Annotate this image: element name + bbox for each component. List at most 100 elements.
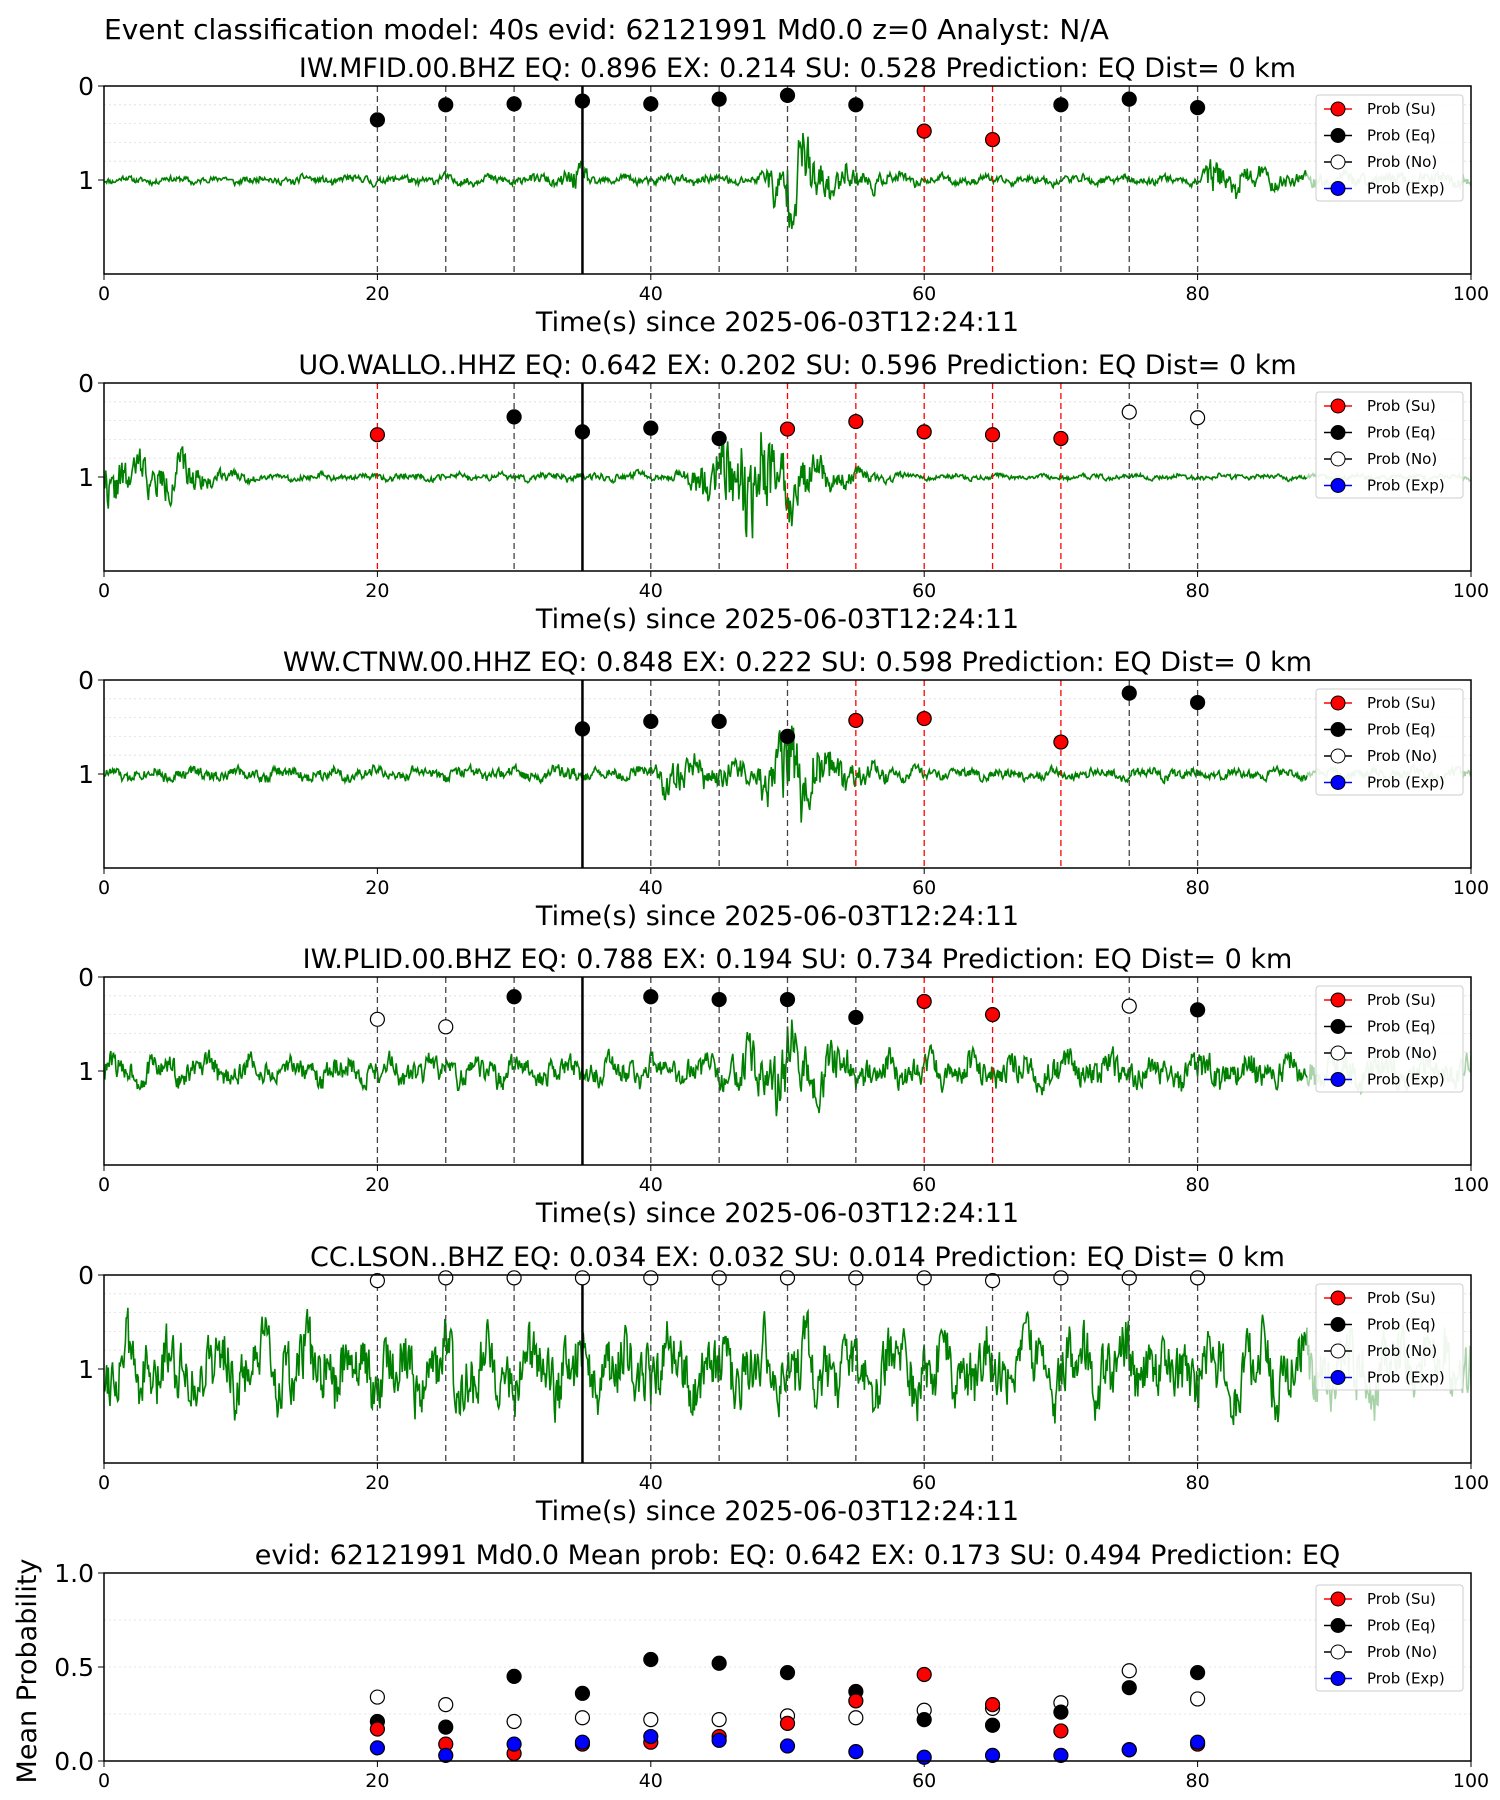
x-tick-label: 100 bbox=[1453, 1472, 1489, 1494]
x-axis-label: Time(s) since 2025-06-03T12:24:11 bbox=[535, 1496, 1019, 1527]
panel-title: evid: 62121991 Md0.0 Mean prob: EQ: 0.64… bbox=[255, 1540, 1341, 1571]
legend-label-eq: Prob (Eq) bbox=[1367, 1617, 1436, 1635]
x-tick-label: 80 bbox=[1186, 877, 1210, 899]
mean-prob-marker-exp bbox=[1053, 1747, 1069, 1763]
y-tick-label: 1 bbox=[78, 463, 94, 492]
legend-marker-exp bbox=[1330, 1072, 1346, 1087]
mean-prob-marker-exp bbox=[574, 1734, 591, 1750]
x-axis-label: Time(s) since 2025-06-03T12:24:11 bbox=[535, 604, 1019, 635]
legend-label-no: Prob (No) bbox=[1367, 747, 1437, 765]
legend-marker-eq bbox=[1330, 1019, 1346, 1034]
x-tick-label: 20 bbox=[365, 1174, 389, 1196]
axes-frame bbox=[103, 85, 1472, 275]
prob-marker-eq bbox=[711, 713, 727, 729]
prob-marker-eq bbox=[711, 91, 727, 107]
prob-marker-su bbox=[369, 427, 385, 443]
legend-label-eq: Prob (Eq) bbox=[1367, 721, 1436, 739]
legend-marker-exp bbox=[1330, 181, 1346, 196]
prob-marker-su bbox=[984, 1006, 1001, 1023]
mean-prob-marker-su bbox=[848, 1693, 864, 1709]
panel-4: IW.PLID.00.BHZ EQ: 0.788 EX: 0.194 SU: 0… bbox=[78, 944, 1489, 1229]
mean-prob-marker-eq bbox=[984, 1717, 1001, 1733]
legend-label-su: Prob (Su) bbox=[1367, 100, 1436, 118]
x-tick-label: 80 bbox=[1186, 283, 1210, 305]
x-tick-label: 100 bbox=[1453, 283, 1489, 305]
legend-marker-su bbox=[1330, 398, 1346, 414]
prob-marker-eq bbox=[1189, 100, 1206, 116]
mean-prob-marker-no bbox=[711, 1712, 727, 1728]
legend-box bbox=[1315, 94, 1464, 202]
mean-prob-marker-su bbox=[1053, 1723, 1069, 1739]
mean-prob-marker-no bbox=[848, 1710, 864, 1726]
legend-marker-eq bbox=[1330, 425, 1346, 440]
mean-prob-marker-exp bbox=[916, 1749, 932, 1765]
prob-marker-eq bbox=[711, 991, 727, 1008]
legend-label-no: Prob (No) bbox=[1367, 1342, 1437, 1360]
panel-6: evid: 62121991 Md0.0 Mean prob: EQ: 0.64… bbox=[12, 1540, 1489, 1792]
mean-prob-marker-no bbox=[1121, 1663, 1137, 1679]
prob-marker-su bbox=[984, 131, 1001, 148]
legend-label-no: Prob (No) bbox=[1367, 153, 1437, 171]
x-tick-label: 60 bbox=[912, 877, 936, 899]
mean-prob-marker-exp bbox=[438, 1747, 454, 1763]
mean-prob-marker-eq bbox=[574, 1685, 591, 1701]
mean-prob-marker-eq bbox=[779, 1665, 796, 1681]
legend-marker-su bbox=[1330, 695, 1346, 711]
waveform-trace bbox=[104, 132, 1308, 229]
x-tick-label: 100 bbox=[1453, 580, 1489, 602]
prob-marker-no bbox=[369, 1273, 385, 1289]
legend-box bbox=[1315, 1283, 1464, 1391]
legend-label-eq: Prob (Eq) bbox=[1367, 424, 1436, 442]
x-tick-label: 40 bbox=[639, 580, 663, 602]
x-tick-label: 80 bbox=[1186, 1174, 1210, 1196]
x-tick-label: 100 bbox=[1453, 1770, 1489, 1792]
prob-marker-no bbox=[574, 1270, 591, 1286]
x-tick-label: 20 bbox=[365, 580, 389, 602]
prob-marker-su bbox=[779, 421, 796, 437]
prob-marker-eq bbox=[643, 713, 659, 729]
mean-prob-marker-exp bbox=[848, 1743, 864, 1760]
x-tick-label: 80 bbox=[1186, 1770, 1210, 1792]
x-tick-label: 0 bbox=[98, 1174, 110, 1196]
prob-marker-eq bbox=[506, 989, 522, 1005]
prob-marker-eq bbox=[574, 721, 591, 737]
axes-frame bbox=[103, 1274, 1472, 1464]
legend-box bbox=[1315, 688, 1464, 796]
prob-marker-eq bbox=[438, 97, 454, 113]
x-tick-label: 80 bbox=[1186, 1472, 1210, 1494]
prob-marker-eq bbox=[848, 1009, 864, 1026]
plot-area bbox=[104, 1275, 1471, 1463]
prob-marker-eq bbox=[779, 87, 796, 104]
x-tick-label: 60 bbox=[912, 283, 936, 305]
mean-prob-marker-eq bbox=[1189, 1665, 1206, 1681]
waveform-trace bbox=[104, 1307, 1308, 1426]
prob-marker-eq bbox=[574, 93, 591, 109]
prob-marker-no bbox=[1053, 1270, 1069, 1286]
legend-marker-su bbox=[1330, 992, 1346, 1008]
mean-prob-marker-exp bbox=[1121, 1742, 1137, 1758]
mean-prob-marker-no bbox=[1189, 1691, 1206, 1707]
legend-marker-eq bbox=[1330, 1618, 1346, 1633]
axes-frame bbox=[103, 382, 1472, 572]
panel-title: WW.CTNW.00.HHZ EQ: 0.848 EX: 0.222 SU: 0… bbox=[283, 647, 1312, 678]
waveform-trace bbox=[104, 432, 1308, 539]
panel-title: UO.WALLO..HHZ EQ: 0.642 EX: 0.202 SU: 0.… bbox=[298, 350, 1296, 381]
x-axis-label: Time(s) since 2025-06-03T12:24:11 bbox=[535, 307, 1019, 338]
prob-marker-no bbox=[779, 1270, 796, 1286]
legend-label-su: Prob (Su) bbox=[1367, 1289, 1436, 1307]
legend-label-no: Prob (No) bbox=[1367, 1643, 1437, 1661]
legend-marker-eq bbox=[1330, 1317, 1346, 1332]
panel-1: IW.MFID.00.BHZ EQ: 0.896 EX: 0.214 SU: 0… bbox=[78, 53, 1489, 338]
x-tick-label: 60 bbox=[912, 580, 936, 602]
prob-marker-no bbox=[1189, 410, 1206, 426]
prob-marker-eq bbox=[506, 96, 522, 112]
x-tick-label: 60 bbox=[912, 1472, 936, 1494]
legend-label-su: Prob (Su) bbox=[1367, 991, 1436, 1009]
x-tick-label: 0 bbox=[98, 1472, 110, 1494]
prob-marker-eq bbox=[506, 409, 522, 425]
prob-marker-su bbox=[848, 712, 864, 729]
legend-label-no: Prob (No) bbox=[1367, 450, 1437, 468]
legend-label-exp: Prob (Exp) bbox=[1367, 1670, 1445, 1688]
legend-box bbox=[1315, 391, 1464, 499]
